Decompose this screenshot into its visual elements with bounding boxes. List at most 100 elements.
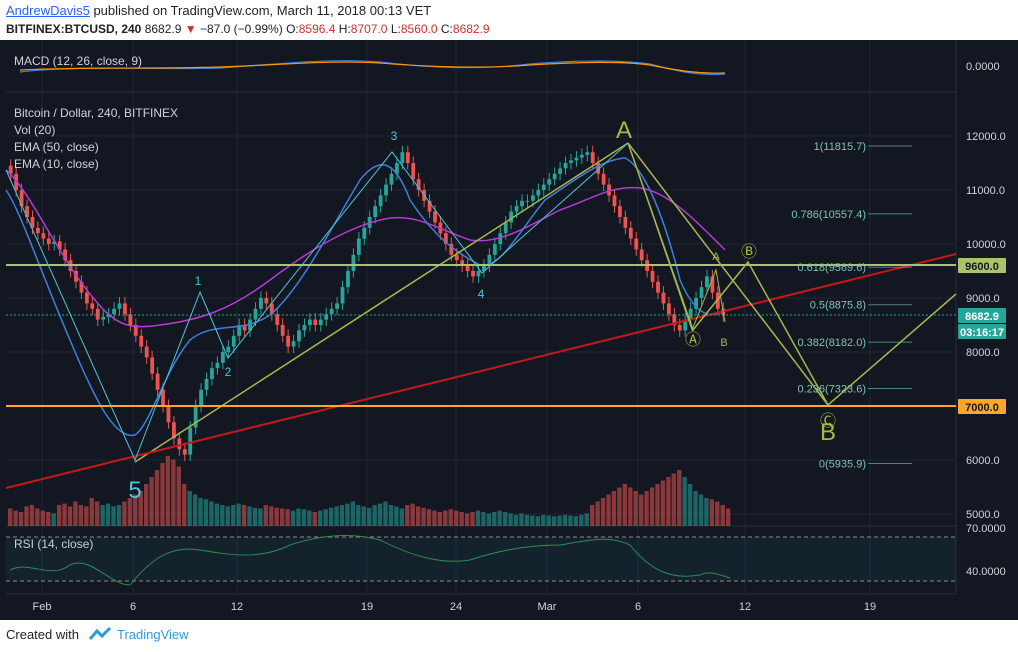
wave-label-4: 4 — [478, 287, 485, 301]
volume-bar — [426, 509, 432, 526]
candle-body — [90, 303, 95, 309]
volume-bar — [334, 506, 339, 526]
wave-label-5: 5 — [128, 477, 141, 504]
candle-body — [128, 314, 133, 325]
x-tick-label: 6 — [635, 601, 641, 613]
wave-label-circle-a: Ⓐ — [685, 331, 701, 349]
volume-bar — [454, 510, 459, 526]
candle-body — [476, 271, 481, 277]
candle-body — [482, 265, 486, 271]
author-link[interactable]: AndrewDavis5 — [6, 3, 90, 18]
volume-bar — [622, 484, 628, 526]
candle-body — [291, 341, 296, 347]
candle-body — [596, 163, 601, 174]
volume-bar — [687, 484, 693, 526]
volume-bar — [595, 501, 600, 526]
price-tick-label: 10000.0 — [966, 239, 1006, 251]
volume-bar — [269, 506, 274, 526]
volume-bar — [345, 503, 350, 526]
symbol-line: BITFINEX:BTCUSD, 240 8682.9 ▼ −87.0 (−0.… — [6, 22, 490, 36]
candle-body — [579, 154, 584, 158]
candle-body — [536, 190, 541, 196]
open-label: O: — [286, 22, 299, 36]
candle-body — [356, 238, 361, 255]
volume-bar — [296, 508, 301, 526]
wave-label-B-big: B — [820, 419, 836, 446]
ema10-legend: EMA (10, close) — [14, 157, 99, 171]
publish-line: AndrewDavis5 published on TradingView.co… — [6, 3, 431, 18]
volume-bar — [236, 503, 241, 526]
volume-bar — [13, 510, 18, 526]
candle-body — [74, 271, 78, 282]
candle-body — [601, 173, 606, 185]
volume-bar — [720, 505, 725, 526]
candle-body — [465, 265, 470, 271]
footer: Created with TradingView — [0, 620, 1018, 652]
rsi-tick-label: 40.0000 — [966, 566, 1006, 578]
price-badge — [958, 308, 1006, 323]
volume-bar — [443, 510, 448, 526]
volume-bar — [312, 512, 317, 526]
volume-bar — [541, 514, 546, 526]
candle-body — [612, 195, 617, 207]
volume-bar — [579, 514, 584, 526]
volume-bar — [394, 506, 399, 526]
candle-body — [106, 314, 111, 317]
wave-label-circle-b: Ⓑ — [741, 243, 757, 261]
main-legend-title: Bitcoin / Dollar, 240, BITFINEX — [14, 106, 178, 120]
price-tick-label: 12000.0 — [966, 131, 1006, 143]
candle-body — [220, 352, 225, 363]
volume-bar — [470, 512, 475, 526]
tradingview-logo-icon — [88, 626, 112, 640]
volume-bar — [165, 456, 171, 526]
candle-body — [351, 254, 356, 271]
volume-bar — [513, 514, 519, 526]
candle-body — [307, 319, 312, 325]
volume-bar — [671, 473, 676, 526]
volume-bar — [524, 514, 530, 526]
volume-bar — [492, 512, 497, 526]
volume-bar — [29, 505, 35, 526]
volume-bar — [405, 505, 410, 526]
volume-bar — [666, 477, 671, 526]
candle-body — [297, 330, 301, 342]
wave-label-A-big: A — [616, 117, 632, 144]
tradingview-link[interactable]: TradingView — [117, 627, 189, 642]
volume-bar — [149, 477, 154, 526]
vol-legend: Vol (20) — [14, 123, 55, 137]
candle-body — [585, 152, 590, 155]
close-value: 8682.9 — [452, 22, 490, 36]
price-badge-label: 03:16:17 — [960, 327, 1004, 339]
candle-body — [699, 287, 704, 298]
sub-wave-path — [627, 142, 726, 332]
volume-bar — [693, 491, 698, 526]
volume-bar — [225, 506, 230, 526]
volume-bar — [497, 510, 502, 526]
macd-signal-line — [19, 61, 726, 74]
volume-bar — [301, 509, 307, 526]
chart-canvas[interactable]: 1(11815.7) 0.786(10557.4) 0.618(9569.6) 0.5… — [0, 40, 1018, 620]
candle-body — [46, 238, 51, 244]
volume-bar — [350, 501, 356, 526]
volume-bar — [649, 487, 655, 526]
candle-body — [259, 298, 263, 309]
volume-bar — [252, 507, 258, 526]
candle-body — [666, 303, 671, 315]
candle-body — [618, 206, 622, 217]
candle-body — [454, 254, 459, 261]
candle-body — [117, 303, 122, 309]
candle-body — [405, 152, 410, 163]
price-tick-label: 8000.0 — [966, 347, 1000, 359]
candle-body — [237, 325, 242, 336]
high-label: H: — [338, 22, 351, 36]
candle-body — [63, 249, 68, 261]
candle-body — [563, 163, 568, 169]
candle-body — [139, 335, 144, 347]
volume-bar — [279, 508, 285, 526]
change-value: −87.0 (−0.99%) — [199, 22, 283, 36]
volume-bar — [367, 507, 372, 526]
candle-body — [416, 179, 421, 190]
candle-body — [650, 271, 655, 282]
volume-bar — [410, 503, 415, 526]
volume-bar — [383, 501, 388, 526]
